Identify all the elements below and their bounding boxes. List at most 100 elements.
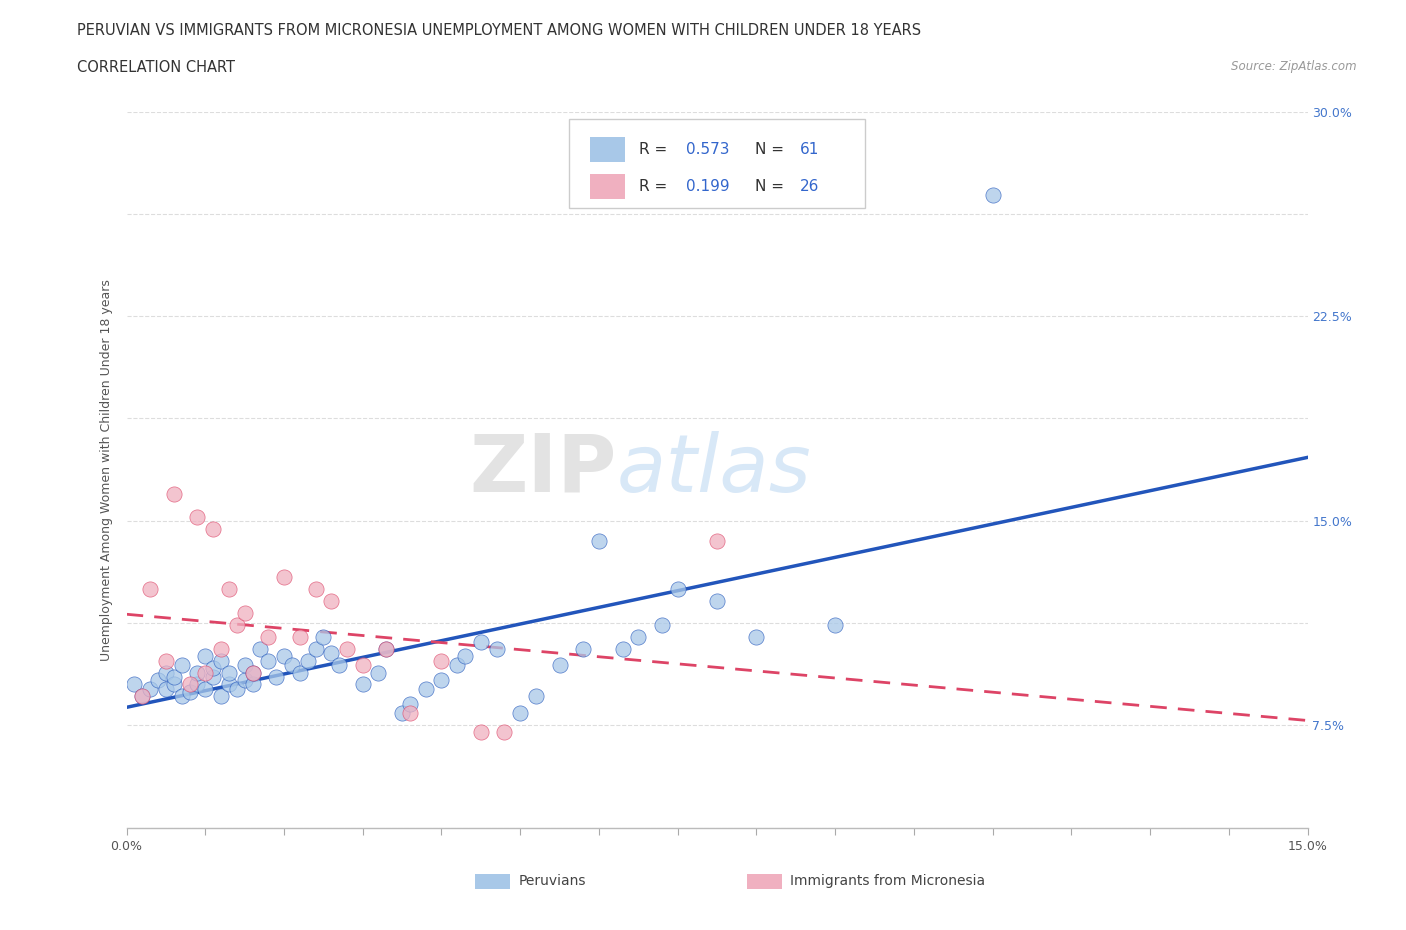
Point: [186, 510, 208, 525]
Point: [131, 689, 153, 704]
Text: atlas: atlas: [617, 431, 811, 509]
Text: N =: N =: [755, 179, 789, 194]
FancyBboxPatch shape: [747, 873, 782, 889]
Point: [981, 188, 1004, 203]
Point: [399, 697, 422, 711]
Point: [202, 660, 225, 675]
Text: PERUVIAN VS IMMIGRANTS FROM MICRONESIA UNEMPLOYMENT AMONG WOMEN WITH CHILDREN UN: PERUVIAN VS IMMIGRANTS FROM MICRONESIA U…: [77, 23, 921, 38]
Point: [430, 672, 453, 687]
Point: [304, 581, 326, 596]
Point: [745, 630, 768, 644]
Point: [225, 682, 247, 697]
Point: [524, 689, 547, 704]
Text: 61: 61: [800, 142, 820, 157]
Point: [446, 658, 468, 672]
Point: [155, 682, 177, 697]
Point: [242, 665, 264, 680]
Point: [155, 653, 177, 668]
Point: [242, 677, 264, 692]
Point: [209, 653, 232, 668]
Point: [218, 665, 240, 680]
Point: [391, 706, 413, 721]
Point: [352, 677, 374, 692]
Text: ZIP: ZIP: [470, 431, 617, 509]
FancyBboxPatch shape: [589, 137, 624, 162]
Point: [328, 658, 350, 672]
Point: [651, 618, 673, 632]
Point: [146, 672, 169, 687]
Point: [209, 642, 232, 657]
Point: [321, 593, 343, 608]
Point: [706, 534, 728, 549]
Point: [470, 634, 492, 649]
Text: 0.199: 0.199: [686, 179, 730, 194]
Point: [194, 665, 217, 680]
Point: [430, 653, 453, 668]
Text: Immigrants from Micronesia: Immigrants from Micronesia: [790, 874, 986, 888]
Point: [454, 648, 477, 663]
Point: [163, 486, 186, 501]
Point: [131, 689, 153, 704]
Point: [485, 642, 508, 657]
Point: [264, 670, 287, 684]
Point: [375, 642, 398, 657]
Point: [415, 682, 437, 697]
Point: [139, 682, 162, 697]
Point: [312, 630, 335, 644]
Point: [297, 653, 319, 668]
Point: [233, 605, 256, 620]
Point: [548, 658, 571, 672]
Point: [273, 648, 295, 663]
Point: [233, 658, 256, 672]
Point: [139, 581, 162, 596]
Point: [706, 593, 728, 608]
Point: [155, 665, 177, 680]
Point: [367, 665, 389, 680]
Y-axis label: Unemployment Among Women with Children Under 18 years: Unemployment Among Women with Children U…: [100, 279, 114, 660]
Point: [257, 653, 280, 668]
Point: [179, 677, 201, 692]
FancyBboxPatch shape: [589, 174, 624, 199]
Point: [209, 689, 232, 704]
Text: 26: 26: [800, 179, 820, 194]
Point: [179, 684, 201, 699]
Point: [202, 670, 225, 684]
Point: [470, 724, 492, 739]
Point: [233, 672, 256, 687]
Point: [163, 670, 186, 684]
Point: [273, 569, 295, 585]
Point: [281, 658, 304, 672]
Point: [288, 630, 311, 644]
FancyBboxPatch shape: [569, 119, 865, 208]
Point: [321, 646, 343, 661]
Point: [336, 642, 359, 657]
Point: [249, 642, 271, 657]
Point: [218, 581, 240, 596]
Point: [194, 648, 217, 663]
Point: [257, 630, 280, 644]
Text: CORRELATION CHART: CORRELATION CHART: [77, 60, 235, 75]
Point: [242, 665, 264, 680]
Point: [666, 581, 689, 596]
Text: Peruvians: Peruvians: [519, 874, 586, 888]
Point: [509, 706, 531, 721]
Point: [352, 658, 374, 672]
Point: [824, 618, 846, 632]
Point: [186, 665, 208, 680]
Point: [170, 689, 193, 704]
Point: [304, 642, 326, 657]
Point: [163, 677, 186, 692]
Point: [375, 642, 398, 657]
Point: [218, 677, 240, 692]
Point: [124, 677, 146, 692]
Point: [399, 706, 422, 721]
Point: [612, 642, 634, 657]
Point: [186, 677, 208, 692]
Point: [194, 682, 217, 697]
Text: R =: R =: [640, 142, 672, 157]
Text: R =: R =: [640, 179, 672, 194]
Text: 0.573: 0.573: [686, 142, 730, 157]
Text: N =: N =: [755, 142, 789, 157]
Point: [170, 658, 193, 672]
Point: [202, 522, 225, 537]
